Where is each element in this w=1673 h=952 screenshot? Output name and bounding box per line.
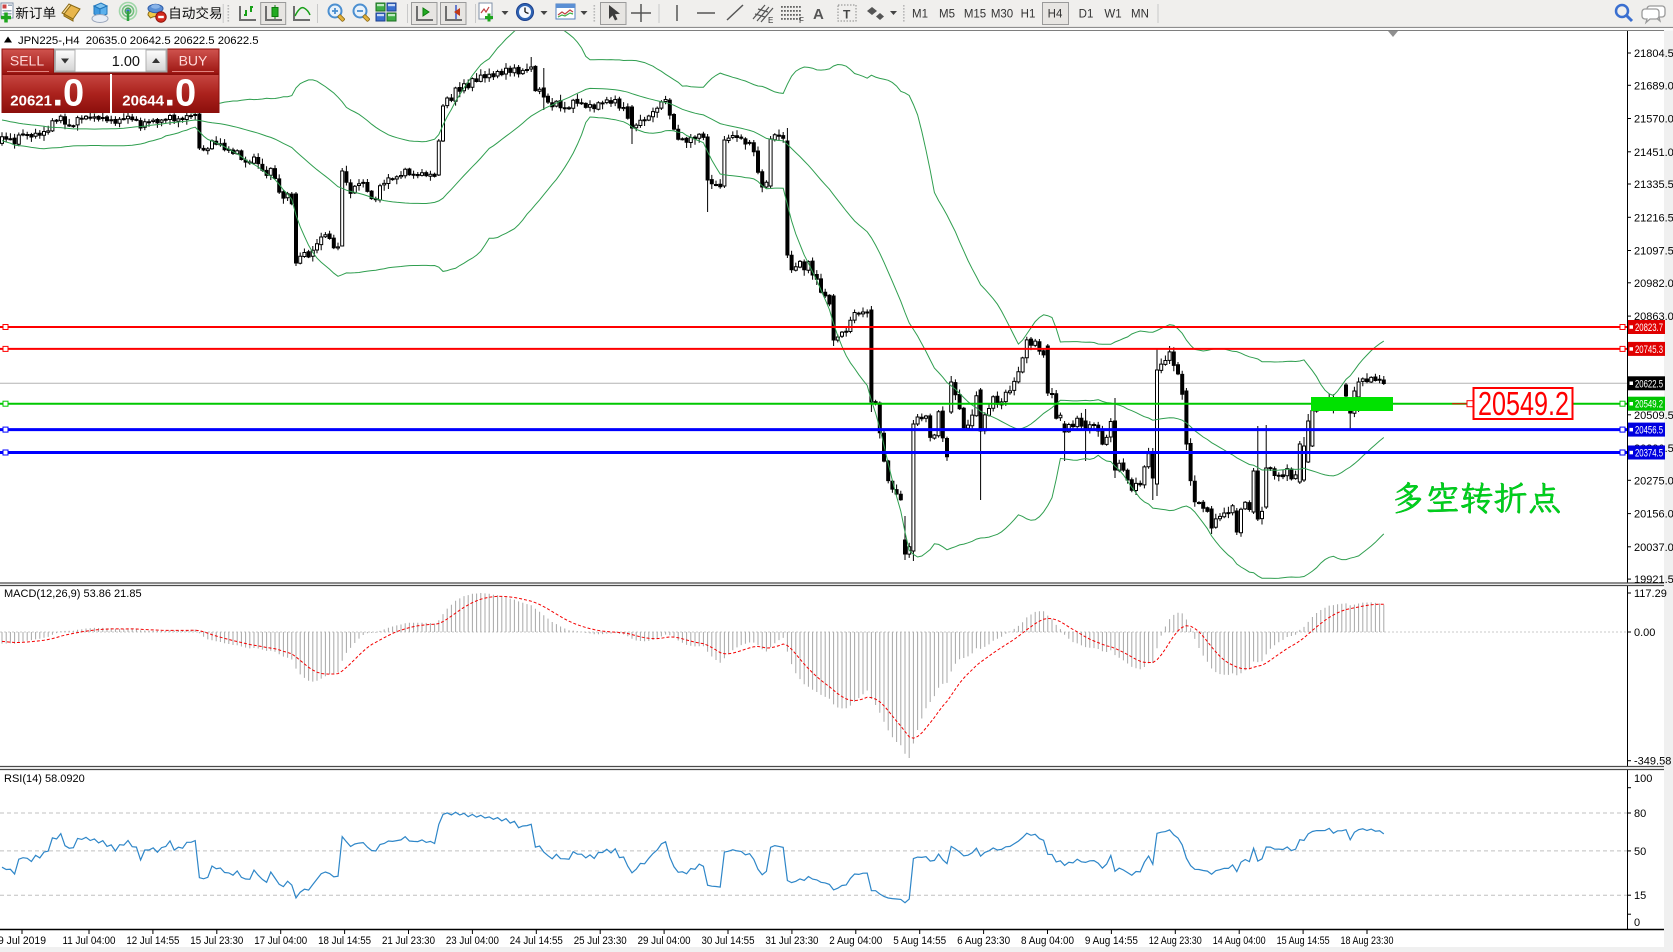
- svg-text:21 Jul 23:30: 21 Jul 23:30: [382, 935, 435, 947]
- svg-text:0: 0: [1634, 917, 1640, 929]
- svg-text:A: A: [813, 6, 824, 23]
- svg-text:30 Jul 14:55: 30 Jul 14:55: [702, 935, 755, 947]
- svg-text:F: F: [799, 16, 804, 25]
- svg-text:.0: .0: [165, 73, 197, 115]
- svg-text:24 Jul 14:55: 24 Jul 14:55: [510, 935, 563, 947]
- svg-text:20644: 20644: [122, 93, 164, 110]
- svg-text:8 Aug 04:00: 8 Aug 04:00: [1021, 935, 1074, 947]
- svg-text:SELL: SELL: [10, 53, 44, 69]
- svg-text:19921.5: 19921.5: [1634, 574, 1673, 586]
- svg-text:9 Aug 14:55: 9 Aug 14:55: [1085, 935, 1138, 947]
- svg-text:20549.2: 20549.2: [1635, 399, 1663, 411]
- svg-text:14 Aug 04:00: 14 Aug 04:00: [1213, 935, 1266, 947]
- svg-text:17 Jul 04:00: 17 Jul 04:00: [254, 935, 307, 947]
- svg-text:15 Aug 14:55: 15 Aug 14:55: [1277, 935, 1330, 947]
- svg-text:0.00: 0.00: [1634, 627, 1655, 639]
- svg-text:20275.0: 20275.0: [1634, 475, 1673, 487]
- svg-text:D1: D1: [1079, 9, 1094, 21]
- svg-text:11 Jul 04:00: 11 Jul 04:00: [63, 935, 116, 947]
- svg-text:21570.0: 21570.0: [1634, 114, 1673, 126]
- svg-text:31 Jul 23:30: 31 Jul 23:30: [765, 935, 818, 947]
- svg-text:20156.0: 20156.0: [1634, 509, 1673, 521]
- svg-text:1.00: 1.00: [112, 54, 140, 70]
- svg-text:BUY: BUY: [179, 53, 208, 69]
- svg-text:15 Jul 23:30: 15 Jul 23:30: [190, 935, 243, 947]
- svg-text:RSI(14) 58.0920: RSI(14) 58.0920: [4, 773, 85, 785]
- svg-text:21216.5: 21216.5: [1634, 212, 1673, 224]
- svg-text:M1: M1: [912, 9, 928, 21]
- svg-text:JPN225-,H4 20635.0 20642.5 20: JPN225-,H4 20635.0 20642.5 20622.5 20622…: [18, 35, 259, 47]
- svg-text:80: 80: [1634, 808, 1646, 820]
- svg-text:E: E: [768, 16, 773, 25]
- svg-text:15: 15: [1634, 890, 1646, 902]
- svg-text:100: 100: [1634, 773, 1652, 785]
- svg-text:20509.5: 20509.5: [1634, 410, 1673, 422]
- svg-text:18 Aug 23:30: 18 Aug 23:30: [1341, 935, 1394, 947]
- svg-text:21335.5: 21335.5: [1634, 179, 1673, 191]
- svg-text:20374.5: 20374.5: [1635, 448, 1663, 460]
- svg-text:20456.5: 20456.5: [1635, 425, 1663, 437]
- svg-text:25 Jul 23:30: 25 Jul 23:30: [574, 935, 627, 947]
- svg-text:5 Aug 14:55: 5 Aug 14:55: [893, 935, 946, 947]
- svg-text:-349.58: -349.58: [1634, 756, 1671, 768]
- svg-text:2 Aug 04:00: 2 Aug 04:00: [829, 935, 882, 947]
- svg-text:12 Aug 23:30: 12 Aug 23:30: [1149, 935, 1202, 947]
- svg-text:6 Aug 23:30: 6 Aug 23:30: [957, 935, 1010, 947]
- svg-text:20823.7: 20823.7: [1635, 322, 1663, 334]
- svg-text:21097.5: 21097.5: [1634, 246, 1673, 258]
- svg-text:50: 50: [1634, 846, 1646, 858]
- svg-text:18 Jul 14:55: 18 Jul 14:55: [318, 935, 371, 947]
- svg-text:MN: MN: [1131, 9, 1149, 21]
- svg-text:21689.0: 21689.0: [1634, 80, 1673, 92]
- svg-text:23 Jul 04:00: 23 Jul 04:00: [446, 935, 499, 947]
- svg-text:20037.0: 20037.0: [1634, 542, 1673, 554]
- svg-text:M5: M5: [939, 9, 955, 21]
- svg-text:M15: M15: [964, 9, 986, 21]
- svg-text:H4: H4: [1048, 9, 1063, 21]
- svg-text:29 Jul 04:00: 29 Jul 04:00: [638, 935, 691, 947]
- svg-text:21451.0: 21451.0: [1634, 147, 1673, 159]
- svg-text:T: T: [843, 8, 851, 22]
- svg-text:9 Jul 2019: 9 Jul 2019: [0, 935, 46, 947]
- svg-text:20745.3: 20745.3: [1635, 344, 1663, 356]
- svg-text:W1: W1: [1104, 9, 1121, 21]
- svg-text:117.29: 117.29: [1634, 588, 1667, 600]
- svg-text:21804.5: 21804.5: [1634, 48, 1673, 60]
- svg-text:20621: 20621: [10, 93, 52, 110]
- svg-text:12 Jul 14:55: 12 Jul 14:55: [126, 935, 179, 947]
- svg-text:20982.0: 20982.0: [1634, 278, 1673, 290]
- svg-text:.0: .0: [53, 73, 85, 115]
- svg-text:20549.2: 20549.2: [1478, 385, 1569, 422]
- svg-text:M30: M30: [991, 9, 1013, 21]
- svg-text:H1: H1: [1021, 9, 1036, 21]
- svg-text:MACD(12,26,9) 53.86 21.85: MACD(12,26,9) 53.86 21.85: [4, 588, 142, 600]
- svg-text:20622.5: 20622.5: [1635, 378, 1663, 390]
